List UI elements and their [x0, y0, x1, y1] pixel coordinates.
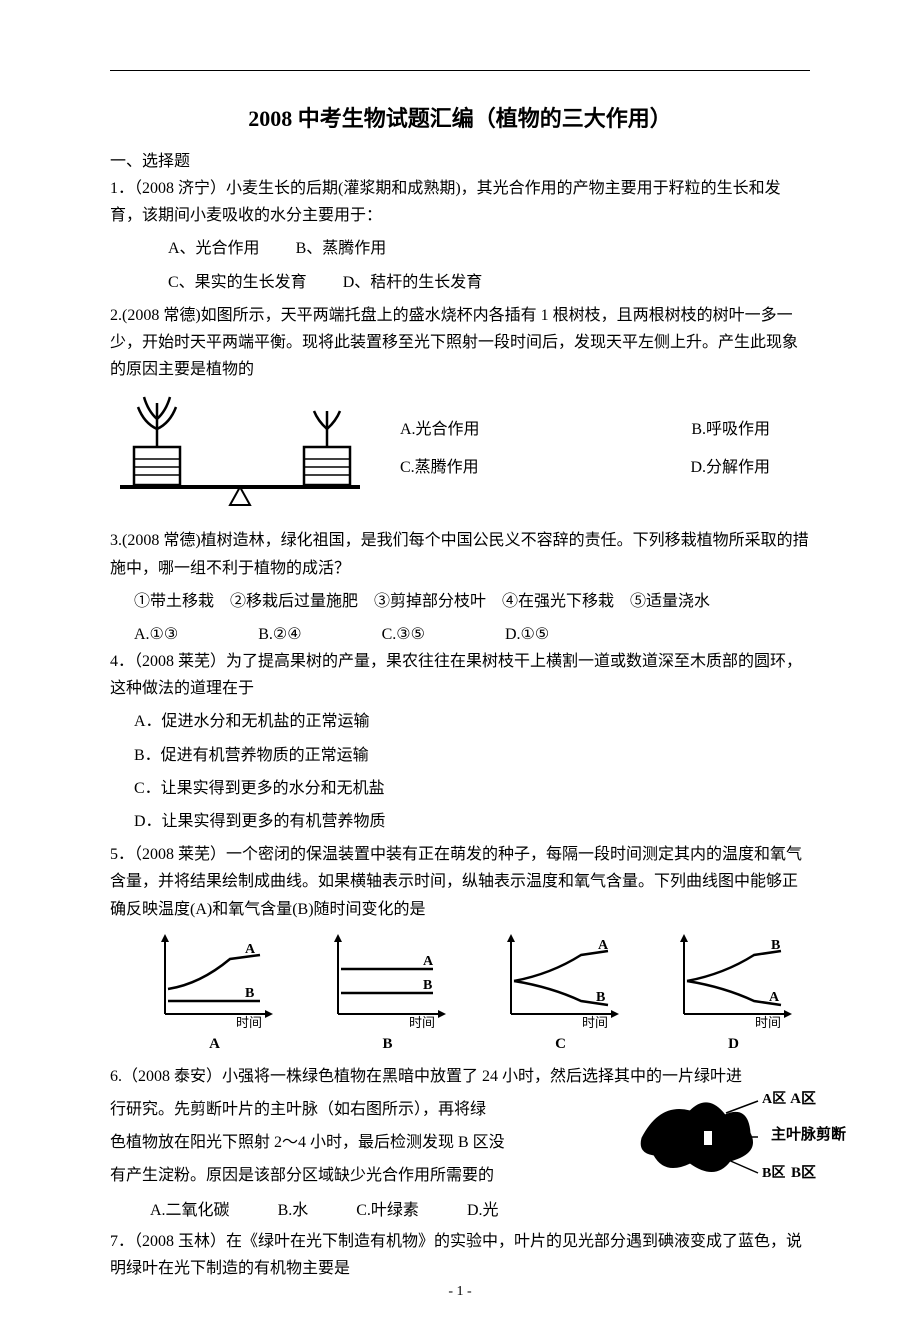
- section-heading: 一、选择题: [110, 147, 810, 171]
- graph-a-label-b: B: [245, 986, 254, 1001]
- graph-d: B A 时间: [669, 929, 799, 1029]
- leaf-label-b: B区: [762, 1165, 785, 1181]
- q6-opt-b: B.水: [278, 1196, 309, 1220]
- graph-b-label-a: A: [423, 954, 434, 969]
- graph-c-label-b: B: [596, 990, 605, 1005]
- q2-opt-a: A.光合作用: [400, 411, 480, 449]
- q3-opt-d: D.①⑤: [505, 621, 549, 648]
- q5-stem: 5．（2008 莱芜）一个密闭的保温装置中装有正在萌发的种子，每隔一段时间测定其…: [110, 841, 810, 923]
- graph-a: A B 时间: [150, 929, 280, 1029]
- graph-a-box: A B 时间 A: [150, 929, 280, 1053]
- graph-a-letter: A: [150, 1036, 280, 1053]
- graph-d-label-a: A: [769, 990, 780, 1005]
- q2-options: A.光合作用 B.呼吸作用 C.蒸腾作用 D.分解作用: [400, 411, 810, 488]
- graph-c: A B 时间: [496, 929, 626, 1029]
- graph-b-axis: 时间: [409, 1015, 435, 1029]
- q1-stem: 1．（2008 济宁）小麦生长的后期(灌浆期和成熟期)，其光合作用的产物主要用于…: [110, 175, 810, 229]
- graph-c-axis: 时间: [582, 1015, 608, 1029]
- graph-d-label-b: B: [771, 938, 780, 953]
- q4-opt-d: D．让果实得到更多的有机营养物质: [110, 808, 810, 835]
- q6-options: A.二氧化碳 B.水 C.叶绿素 D.光: [110, 1196, 810, 1220]
- q6-wrap: 6.（2008 泰安）小强将一株绿色植物在黑暗中放置了 24 小时，然后选择其中…: [110, 1063, 810, 1220]
- graph-d-box: B A 时间 D: [669, 929, 799, 1053]
- page-title: 2008 中考生物试题汇编（植物的三大作用）: [110, 101, 810, 133]
- leaf-text-a: A区: [790, 1087, 816, 1108]
- graph-d-letter: D: [669, 1036, 799, 1053]
- q1-opt-d: D、秸杆的生长发育: [343, 274, 483, 291]
- q6-opt-a: A.二氧化碳: [150, 1196, 230, 1220]
- graph-a-axis: 时间: [236, 1015, 262, 1029]
- q3-items: ①带土移栽 ②移栽后过量施肥 ③剪掉部分枝叶 ④在强光下移栽 ⑤适量浇水: [110, 588, 810, 615]
- q3-opt-c: C.③⑤: [382, 621, 425, 648]
- q2-opt-b: B.呼吸作用: [691, 411, 770, 449]
- balance-scale-figure: [110, 389, 370, 509]
- q1-opt-c: C、果实的生长发育: [168, 274, 307, 291]
- q1-opt-a: A、光合作用: [168, 240, 260, 257]
- q3-opt-a: A.①③: [134, 621, 178, 648]
- q3-options: A.①③ B.②④ C.③⑤ D.①⑤: [110, 621, 810, 648]
- top-rule: [110, 70, 810, 71]
- q4-opt-c: C．让果实得到更多的水分和无机盐: [110, 775, 810, 802]
- graph-c-letter: C: [496, 1036, 626, 1053]
- q3-stem: 3.(2008 常德)植树造林，绿化祖国，是我们每个中国公民义不容辞的责任。下列…: [110, 527, 810, 581]
- graph-b-label-b: B: [423, 978, 432, 993]
- q4-stem: 4．（2008 莱芜）为了提高果树的产量，果农往往在果树枝干上横割一道或数道深至…: [110, 648, 810, 702]
- q2-stem-text: 2.(2008 常德)如图所示，天平两端托盘上的盛水烧杯内各插有 1 根树枝，且…: [110, 307, 798, 378]
- q1-row2: C、果实的生长发育 D、秸杆的生长发育: [110, 269, 810, 296]
- q2-figure-row: A.光合作用 B.呼吸作用 C.蒸腾作用 D.分解作用: [110, 389, 810, 509]
- q3-opt-b: B.②④: [258, 621, 301, 648]
- graph-b: A B 时间: [323, 929, 453, 1029]
- q2-stem: 2.(2008 常德)如图所示，天平两端托盘上的盛水烧杯内各插有 1 根树枝，且…: [110, 302, 810, 384]
- graph-b-box: A B 时间 B: [323, 929, 453, 1053]
- q4-opt-a: A．促进水分和无机盐的正常运输: [110, 708, 810, 735]
- page: 2008 中考生物试题汇编（植物的三大作用） 一、选择题 1．（2008 济宁）…: [0, 0, 920, 1328]
- leaf-text-b: B区: [791, 1161, 816, 1182]
- q7-stem: 7．（2008 玉林）在《绿叶在光下制造有机物》的实验中，叶片的见光部分遇到碘液…: [110, 1228, 810, 1282]
- graph-c-box: A B 时间 C: [496, 929, 626, 1053]
- graph-b-letter: B: [323, 1036, 453, 1053]
- graph-d-axis: 时间: [755, 1015, 781, 1029]
- graph-c-label-a: A: [598, 938, 609, 953]
- leaf-text-vein: 主叶脉剪断: [771, 1123, 846, 1144]
- q6-opt-c: C.叶绿素: [356, 1196, 419, 1220]
- q1-opt-b: B、蒸腾作用: [296, 240, 387, 257]
- q1-row1: A、光合作用 B、蒸腾作用: [110, 235, 810, 262]
- q4-opt-b: B．促进有机营养物质的正常运输: [110, 742, 810, 769]
- q6-opt-d: D.光: [467, 1196, 499, 1220]
- q5-graphs: A B 时间 A A B 时间 B: [138, 929, 810, 1053]
- page-number: - 1 -: [0, 1284, 920, 1300]
- q2-opt-c: C.蒸腾作用: [400, 449, 479, 487]
- leaf-label-a: A区: [762, 1091, 786, 1107]
- q2-opt-d: D.分解作用: [690, 449, 770, 487]
- graph-a-label-a: A: [245, 942, 256, 957]
- leaf-figure-box: A区 B区 A区 主叶脉剪断 B区: [630, 1083, 810, 1198]
